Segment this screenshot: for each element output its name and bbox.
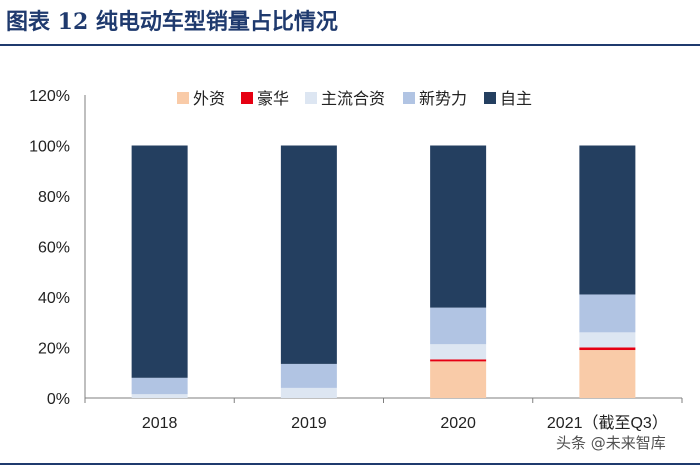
legend-label-new_forces: 新势力 [419, 89, 467, 108]
bar-segment-foreign [430, 361, 487, 398]
bar-segment-new_forces [131, 377, 188, 395]
bar-segment-jv [430, 344, 487, 360]
y-tick-label: 60% [38, 240, 70, 257]
y-tick-label: 120% [29, 88, 70, 105]
legend: 外资 豪华 主流合资 新势力 自主 [177, 89, 532, 108]
legend-label-luxury: 豪华 [257, 89, 289, 108]
bar-segment-foreign [579, 350, 636, 398]
bar-segment-new_forces [280, 363, 337, 388]
bar-segment-jv [131, 394, 188, 398]
x-tick-label: 2020 [440, 415, 476, 432]
legend-swatch-domestic [484, 92, 496, 104]
bar-segment-new_forces [579, 294, 636, 333]
y-tick-label: 20% [38, 341, 70, 358]
bar-segment-luxury [430, 359, 487, 362]
legend-swatch-foreign [177, 92, 189, 104]
x-tick-label: 2021（截至Q3） [547, 414, 668, 432]
bar-segment-domestic [579, 145, 636, 295]
y-tick-label: 80% [38, 189, 70, 206]
legend-label-foreign: 外资 [193, 89, 225, 108]
bar-segment-domestic [131, 145, 188, 378]
bar-segment-new_forces [430, 307, 487, 345]
bars-layer [131, 145, 636, 398]
bar-segment-domestic [430, 145, 487, 308]
x-tick-label: 2018 [142, 415, 178, 432]
title-divider [0, 44, 700, 46]
figure-title: 图表 12 纯电动车型销量占比情况 [6, 9, 338, 35]
y-tick-label: 100% [29, 139, 70, 156]
legend-swatch-luxury [241, 92, 253, 104]
bar-segment-jv [280, 387, 337, 398]
watermark: 头条 @未来智库 [556, 434, 666, 452]
legend-label-jv: 主流合资 [321, 89, 385, 108]
bar-segment-jv [579, 332, 636, 348]
bottom-divider [0, 463, 700, 465]
bar-segment-luxury [579, 347, 636, 351]
axis-layer: 0% 20% 40% 60% 80% 100% 120% 2018 2019 2020 2021（截… [29, 88, 683, 432]
legend-swatch-new_forces [403, 92, 415, 104]
x-tick-label: 2019 [291, 415, 327, 432]
y-tick-label: 0% [47, 391, 70, 408]
legend-label-domestic: 自主 [500, 89, 532, 108]
y-tick-label: 40% [38, 290, 70, 307]
legend-swatch-jv [305, 92, 317, 104]
bar-segment-domestic [280, 145, 337, 364]
